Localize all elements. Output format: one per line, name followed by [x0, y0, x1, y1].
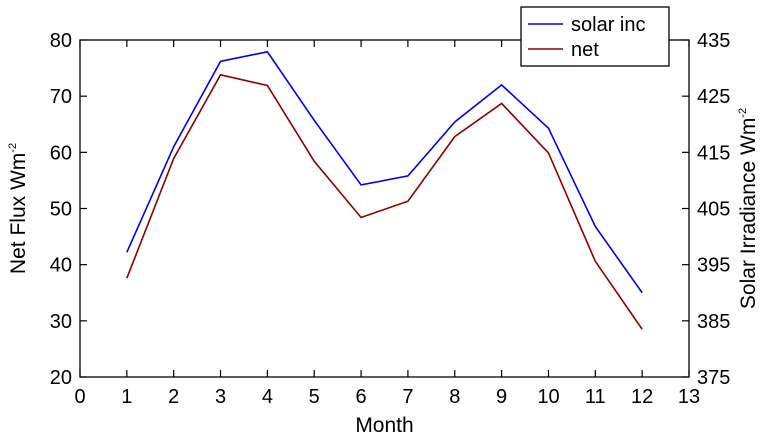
- x-tick-label: 9: [496, 386, 507, 408]
- legend-box: [520, 6, 670, 67]
- x-tick-label: 13: [678, 386, 700, 408]
- y-left-tick-label: 40: [50, 255, 72, 277]
- y-left-tick-label: 70: [50, 86, 72, 108]
- x-tick-label: 0: [74, 386, 85, 408]
- y-axis-right-title: Solar Irradiance Wm-2: [737, 108, 760, 309]
- x-tick-label: 11: [585, 386, 606, 408]
- y-right-tick-label: 435: [697, 30, 730, 52]
- x-axis-title: Month: [355, 414, 413, 437]
- y-right-tick-label: 405: [697, 199, 730, 221]
- y-right-tick-label: 385: [697, 311, 730, 333]
- series-lines: [126, 50, 643, 330]
- series-line-solar-inc: [126, 50, 643, 294]
- y-axis-left-title-text: Net Flux Wm: [7, 153, 30, 274]
- y-left-tick-label: 60: [50, 142, 72, 164]
- legend-label-solar-inc: solar inc: [571, 14, 645, 36]
- x-tick-label: 6: [356, 386, 367, 408]
- y-axis-right-title-superscript: -2: [737, 108, 749, 118]
- x-tick-label: 8: [449, 386, 460, 408]
- y-axis-left-title-superscript: -2: [7, 143, 19, 153]
- y-left-tick-label: 30: [50, 311, 72, 333]
- axis-ticks: 0 1 2 3 4 5 6 7 8 9 10 11 12 132030405060708037538539…: [50, 30, 731, 408]
- x-tick-label: 10: [537, 386, 559, 408]
- y-right-tick-label: 375: [697, 367, 730, 389]
- x-tick-label: 2: [168, 386, 179, 408]
- y-right-tick-label: 425: [697, 86, 730, 108]
- y-right-tick-label: 415: [697, 142, 730, 164]
- x-tick-label: 1: [121, 386, 132, 408]
- x-tick-label: 5: [309, 386, 320, 408]
- legend: solar inc net: [520, 6, 670, 67]
- x-tick-label: 3: [215, 386, 226, 408]
- x-tick-label: 4: [262, 386, 273, 408]
- y-axis-left-title: Net Flux Wm-2: [7, 143, 30, 274]
- y-axis-right-title-text: Solar Irradiance Wm: [737, 118, 760, 309]
- y-left-tick-label: 80: [50, 30, 72, 52]
- x-tick-label: 7: [402, 386, 413, 408]
- x-tick-label: 12: [631, 386, 653, 408]
- y-right-tick-label: 395: [697, 255, 730, 277]
- y-left-tick-label: 50: [50, 199, 72, 221]
- legend-label-net: net: [571, 39, 599, 61]
- y-left-tick-label: 20: [50, 367, 72, 389]
- series-line-net: [126, 73, 643, 330]
